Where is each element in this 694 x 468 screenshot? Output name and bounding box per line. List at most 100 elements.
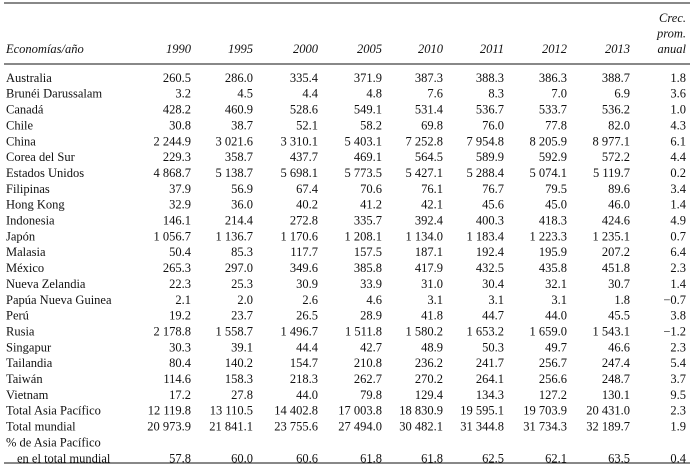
cell: 23.7 xyxy=(231,309,253,323)
cell: 549.1 xyxy=(354,103,382,117)
cell: 7.0 xyxy=(551,87,567,101)
cell: 349.6 xyxy=(290,261,318,275)
header-year: 2013 xyxy=(605,42,630,56)
cell: 20 973.9 xyxy=(147,420,191,434)
cell: 30.7 xyxy=(608,277,630,291)
cell: 27.8 xyxy=(231,388,253,402)
cell: 42.7 xyxy=(360,340,382,354)
cell: 60.0 xyxy=(231,451,253,465)
cell: 1 580.2 xyxy=(406,324,444,338)
cell: 0.7 xyxy=(670,229,686,243)
cell: 592.9 xyxy=(539,150,567,164)
cell: 1 659.0 xyxy=(530,324,568,338)
cell: 77.8 xyxy=(545,118,567,132)
cell: −1.2 xyxy=(663,324,686,338)
cell: 49.7 xyxy=(545,340,567,354)
cell: 1 056.7 xyxy=(154,229,192,243)
cell: 58.2 xyxy=(360,118,382,132)
cell: 187.1 xyxy=(415,245,443,259)
cell: 528.6 xyxy=(290,103,318,117)
cell: 70.6 xyxy=(360,182,382,196)
cell: 36.0 xyxy=(231,198,253,212)
cell: 418.3 xyxy=(539,214,567,228)
cell: 12 119.8 xyxy=(148,404,191,418)
row-label: Malasia xyxy=(6,245,46,259)
row-label: Corea del Sur xyxy=(6,150,76,164)
row-label: Hong Kong xyxy=(6,198,65,212)
cell: 5 427.1 xyxy=(406,166,444,180)
cell: 79.8 xyxy=(360,388,382,402)
row-label: Brunéi Darussalam xyxy=(6,87,102,101)
cell: 218.3 xyxy=(290,372,318,386)
cell: 20 431.0 xyxy=(586,404,630,418)
row-label: en el total mundial xyxy=(17,451,111,465)
cell: 1 134.0 xyxy=(406,229,444,243)
cell: 3.1 xyxy=(551,293,567,307)
cell: 241.7 xyxy=(476,356,504,370)
cell: 80.4 xyxy=(169,356,192,370)
cell: 129.4 xyxy=(415,388,444,402)
row-label: Total mundial xyxy=(6,420,76,434)
cell: 40.2 xyxy=(296,198,318,212)
cell: 5 403.1 xyxy=(345,134,383,148)
row-label: Perú xyxy=(6,309,30,323)
cell: 3.7 xyxy=(670,372,686,386)
cell: 1 170.6 xyxy=(281,229,319,243)
cell: 260.5 xyxy=(163,71,191,85)
cell: 435.8 xyxy=(539,261,567,275)
cell: 8.3 xyxy=(488,87,504,101)
cell: 460.9 xyxy=(225,103,253,117)
cell: 32.9 xyxy=(169,198,191,212)
cell: 52.1 xyxy=(296,118,318,132)
cell: 30 482.1 xyxy=(399,420,443,434)
cell: 134.3 xyxy=(476,388,504,402)
cell: 146.1 xyxy=(163,214,191,228)
cell: 3.8 xyxy=(670,309,686,323)
cell: 38.7 xyxy=(231,118,253,132)
cell: 41.8 xyxy=(421,309,443,323)
cell: 1.9 xyxy=(670,420,686,434)
cell: 157.5 xyxy=(354,245,382,259)
cell: 3.2 xyxy=(175,87,191,101)
header-year: 1990 xyxy=(166,42,192,56)
cell: 572.2 xyxy=(602,150,630,164)
cell: 127.2 xyxy=(539,388,567,402)
cell: 4.8 xyxy=(366,87,382,101)
row-label: Indonesia xyxy=(6,214,55,228)
row-label: Taiwán xyxy=(6,372,43,386)
cell: 4.4 xyxy=(302,87,318,101)
cell: 1 183.4 xyxy=(467,229,505,243)
cell: 385.8 xyxy=(354,261,382,275)
cell: 5 138.7 xyxy=(216,166,254,180)
cell: 44.0 xyxy=(545,309,567,323)
cell: 1 223.3 xyxy=(530,229,568,243)
cell: 1 511.8 xyxy=(345,324,382,338)
cell: 207.2 xyxy=(602,245,630,259)
cell: 7 954.8 xyxy=(467,134,505,148)
cell: 19 703.9 xyxy=(523,404,567,418)
cell: 192.4 xyxy=(476,245,505,259)
cell: 46.0 xyxy=(608,198,630,212)
row-label: Nueva Zelandia xyxy=(6,277,86,291)
header-growth: anual xyxy=(658,42,687,56)
cell: 264.1 xyxy=(476,372,504,386)
cell: 3 021.6 xyxy=(216,134,254,148)
cell: −0.7 xyxy=(663,293,686,307)
row-label: Filipinas xyxy=(6,182,50,196)
cell: 61.8 xyxy=(360,451,382,465)
cell: 5 074.1 xyxy=(530,166,568,180)
cell: 69.8 xyxy=(421,118,443,132)
cell: 39.1 xyxy=(231,340,253,354)
cell: 335.7 xyxy=(354,214,382,228)
cell: 262.7 xyxy=(354,372,382,386)
cell: 44.4 xyxy=(296,340,319,354)
cell: 388.7 xyxy=(602,71,630,85)
row-label: Japón xyxy=(6,229,36,243)
cell: 37.9 xyxy=(169,182,191,196)
cell: 158.3 xyxy=(225,372,253,386)
cell: 1 208.1 xyxy=(345,229,383,243)
cell: 1 543.1 xyxy=(593,324,631,338)
cell: 236.2 xyxy=(415,356,443,370)
cell: 437.7 xyxy=(290,150,318,164)
row-label: Estados Unidos xyxy=(6,166,84,180)
